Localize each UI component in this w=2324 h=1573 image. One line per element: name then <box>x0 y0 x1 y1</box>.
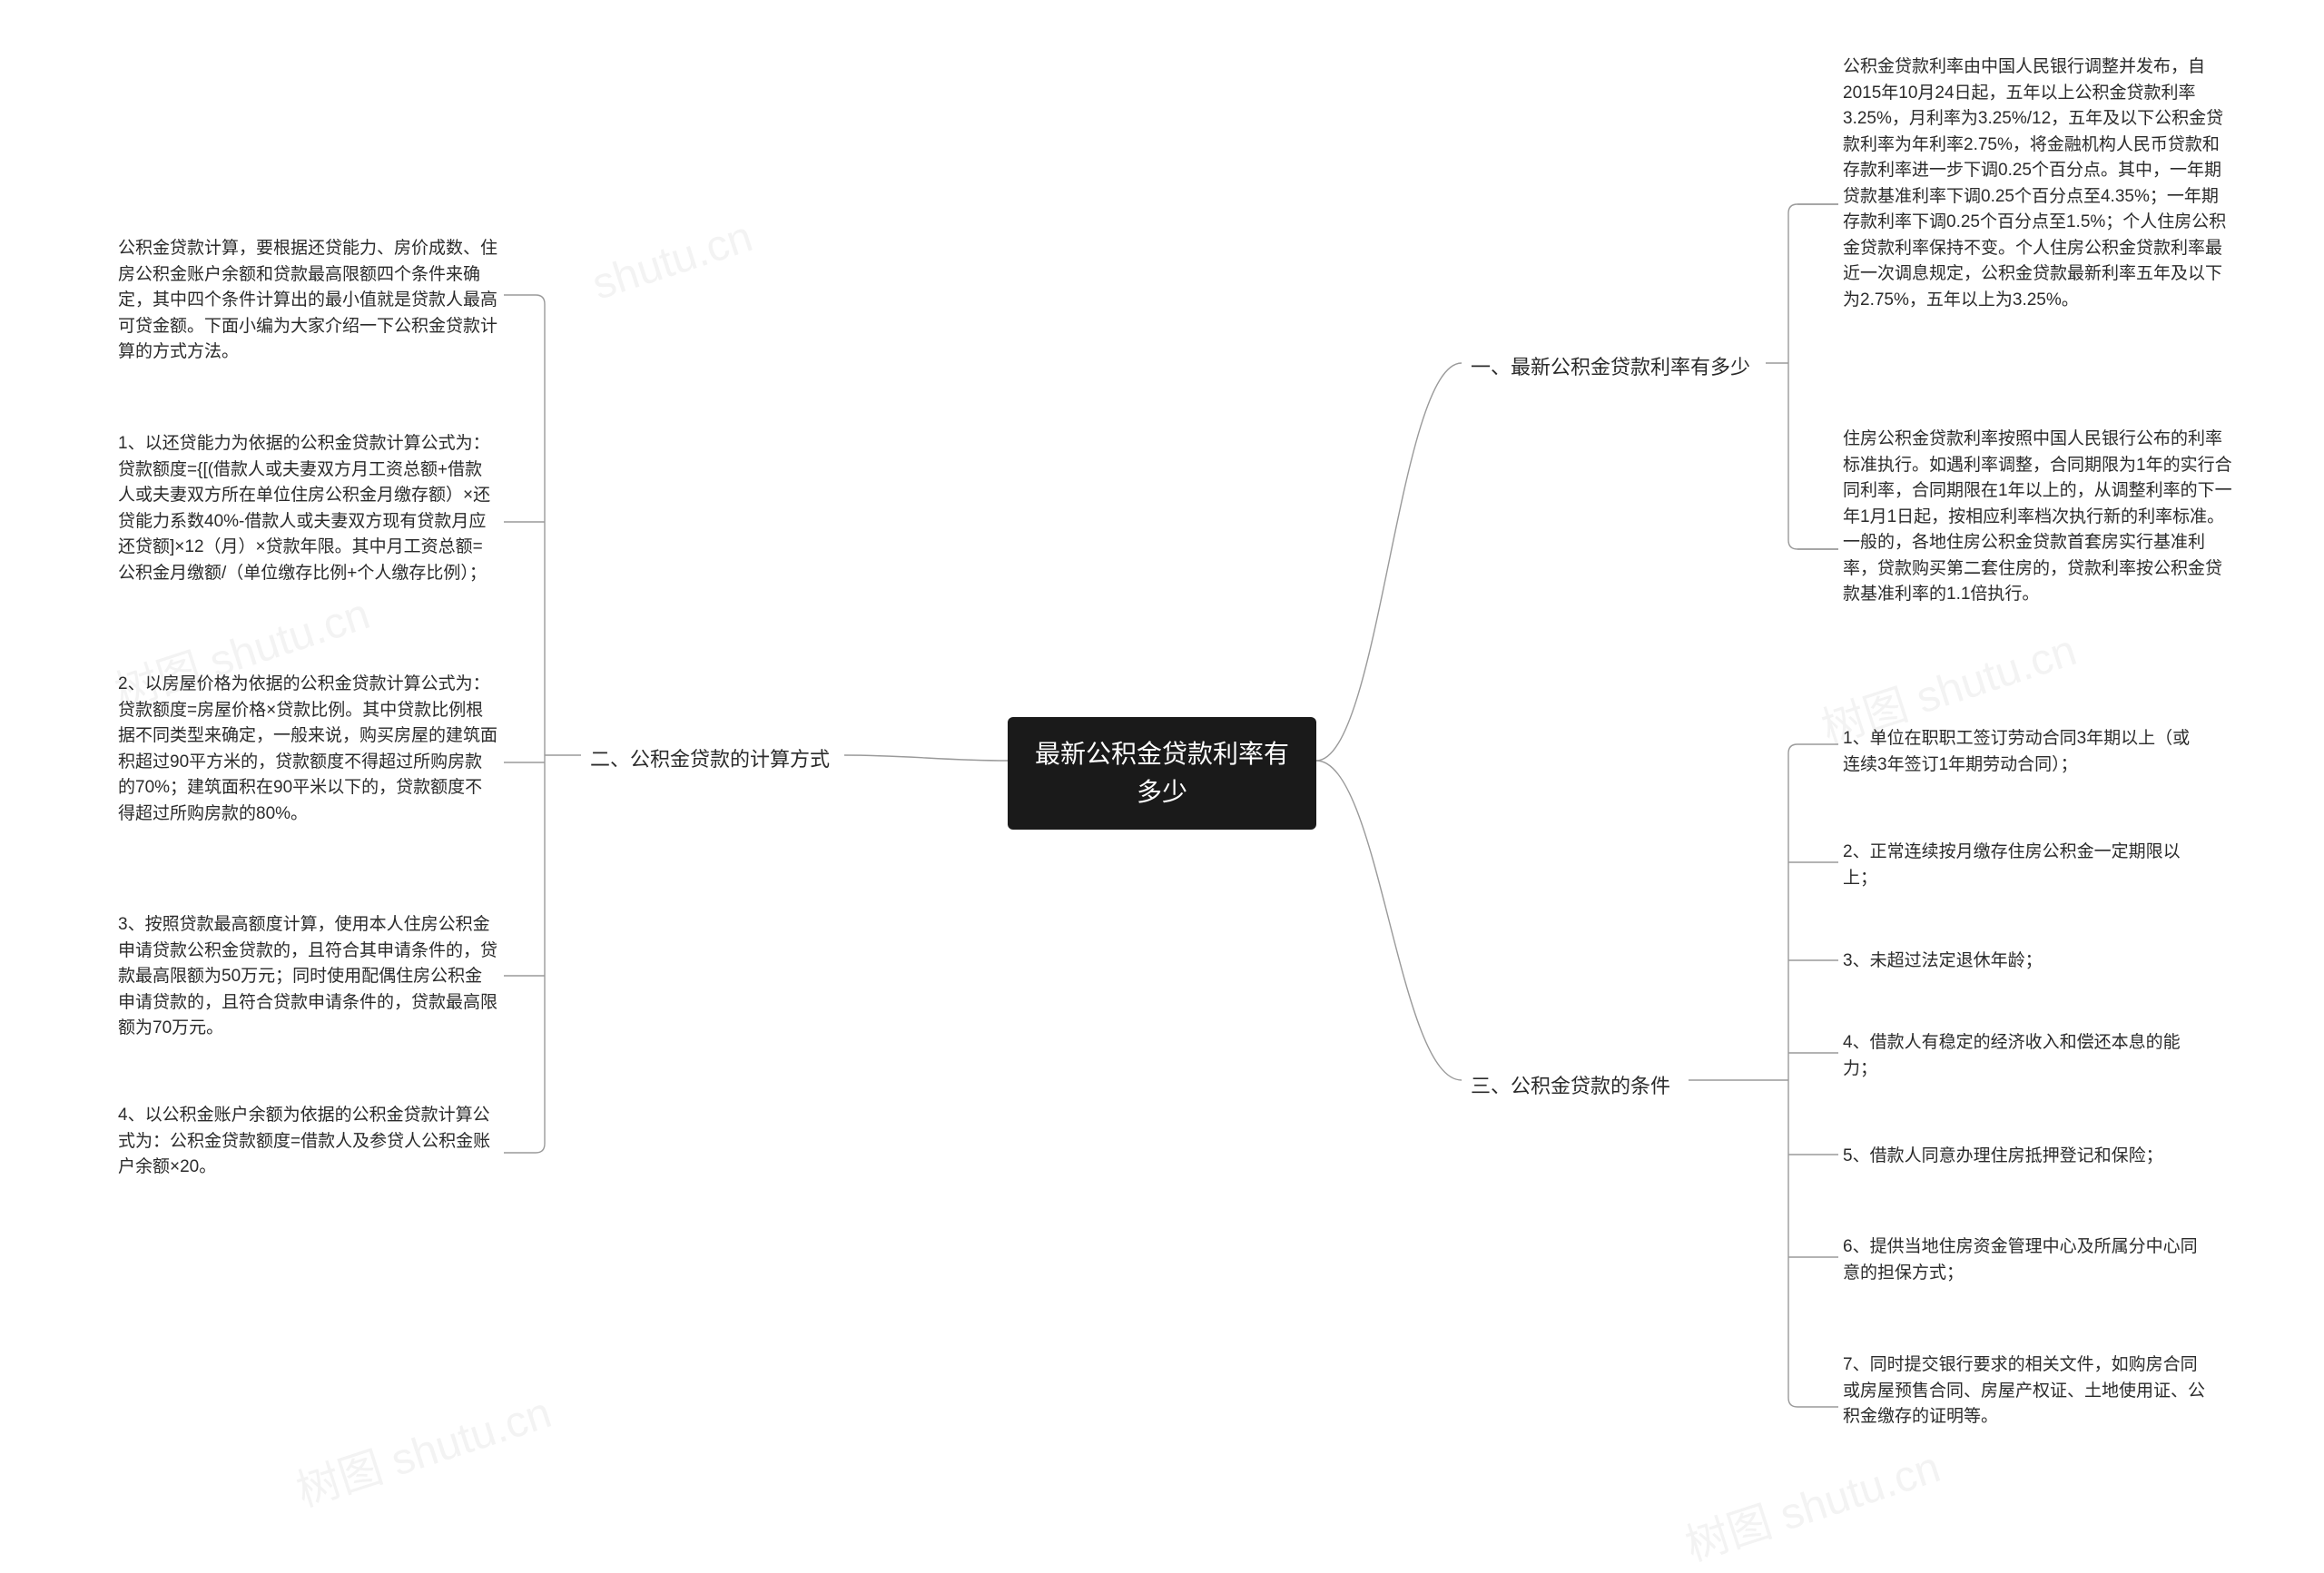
watermark: shutu.cn <box>586 211 759 310</box>
branch-rate[interactable]: 一、最新公积金贷款利率有多少 <box>1471 352 1750 382</box>
branch-calc[interactable]: 二、公积金贷款的计算方式 <box>590 744 830 774</box>
leaf-node[interactable]: 2、正常连续按月缴存住房公积金一定期限以上； <box>1843 840 2206 891</box>
watermark: 树图 shutu.cn <box>1676 1431 1946 1573</box>
watermark: 树图 shutu.cn <box>287 1377 557 1519</box>
leaf-node[interactable]: 1、以还贷能力为依据的公积金贷款计算公式为：贷款额度={[(借款人或夫妻双方月工… <box>118 431 499 586</box>
leaf-node[interactable]: 2、以房屋价格为依据的公积金贷款计算公式为：贷款额度=房屋价格×贷款比例。其中贷… <box>118 672 499 827</box>
leaf-node[interactable]: 公积金贷款计算，要根据还贷能力、房价成数、住房公积金账户余额和贷款最高限额四个条… <box>118 236 499 366</box>
branch-conditions[interactable]: 三、公积金贷款的条件 <box>1471 1071 1670 1101</box>
leaf-node[interactable]: 住房公积金贷款利率按照中国人民银行公布的利率标准执行。如遇利率调整，合同期限为1… <box>1843 427 2233 608</box>
leaf-node[interactable]: 4、借款人有稳定的经济收入和偿还本息的能力； <box>1843 1030 2206 1082</box>
root-node[interactable]: 最新公积金贷款利率有多少 <box>1008 717 1316 830</box>
leaf-node[interactable]: 7、同时提交银行要求的相关文件，如购房合同或房屋预售合同、房屋产权证、土地使用证… <box>1843 1352 2206 1430</box>
leaf-node[interactable]: 3、未超过法定退休年龄； <box>1843 949 2206 975</box>
leaf-node[interactable]: 3、按照贷款最高额度计算，使用本人住房公积金申请贷款公积金贷款的，且符合其申请条… <box>118 912 499 1042</box>
leaf-node[interactable]: 5、借款人同意办理住房抵押登记和保险； <box>1843 1144 2206 1170</box>
leaf-node[interactable]: 1、单位在职职工签订劳动合同3年期以上（或连续3年签订1年期劳动合同）； <box>1843 726 2206 778</box>
leaf-node[interactable]: 6、提供当地住房资金管理中心及所属分中心同意的担保方式； <box>1843 1234 2206 1286</box>
leaf-node[interactable]: 公积金贷款利率由中国人民银行调整并发布，自2015年10月24日起，五年以上公积… <box>1843 54 2233 313</box>
leaf-node[interactable]: 4、以公积金账户余额为依据的公积金贷款计算公式为：公积金贷款额度=借款人及参贷人… <box>118 1103 499 1181</box>
